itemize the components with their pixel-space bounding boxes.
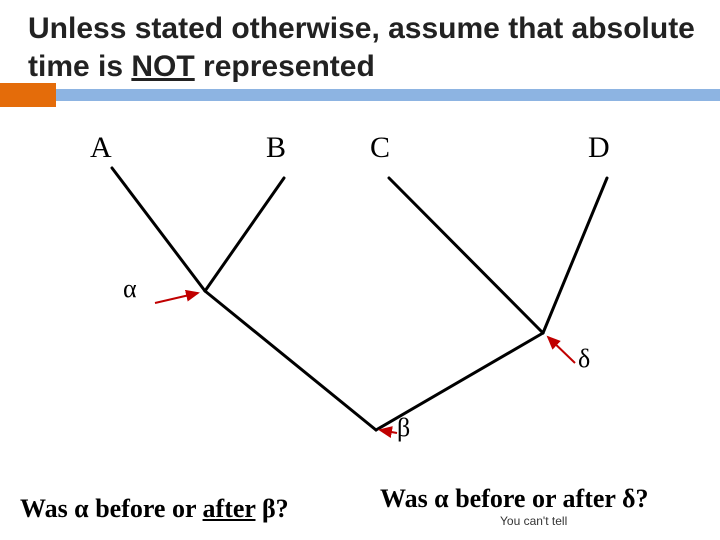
taxon-C: C [370, 131, 390, 165]
pointer-arrow [548, 337, 575, 363]
question-alpha-beta: Was α before or after β? [20, 494, 289, 524]
tree-edge [543, 178, 607, 333]
pointer-arrow [380, 430, 397, 433]
tree-edge [205, 178, 284, 291]
slide: { "title": { "text": "Unless stated othe… [0, 0, 720, 540]
tree-edge [389, 178, 543, 333]
node-alpha: α [123, 274, 137, 304]
question-alpha-delta: Was α before or after δ? [380, 484, 648, 514]
taxon-A: A [90, 131, 112, 165]
node-arrows [155, 293, 575, 433]
tree-edge [205, 291, 376, 430]
phylogenetic-tree [0, 0, 720, 540]
node-beta: β [397, 413, 410, 443]
taxon-D: D [588, 131, 610, 165]
pointer-arrow [155, 293, 198, 303]
tree-edge [112, 168, 205, 291]
answer-cant-tell: You can't tell [500, 514, 567, 528]
taxon-B: B [266, 131, 286, 165]
tree-edges [112, 168, 607, 430]
node-delta: δ [578, 344, 590, 374]
